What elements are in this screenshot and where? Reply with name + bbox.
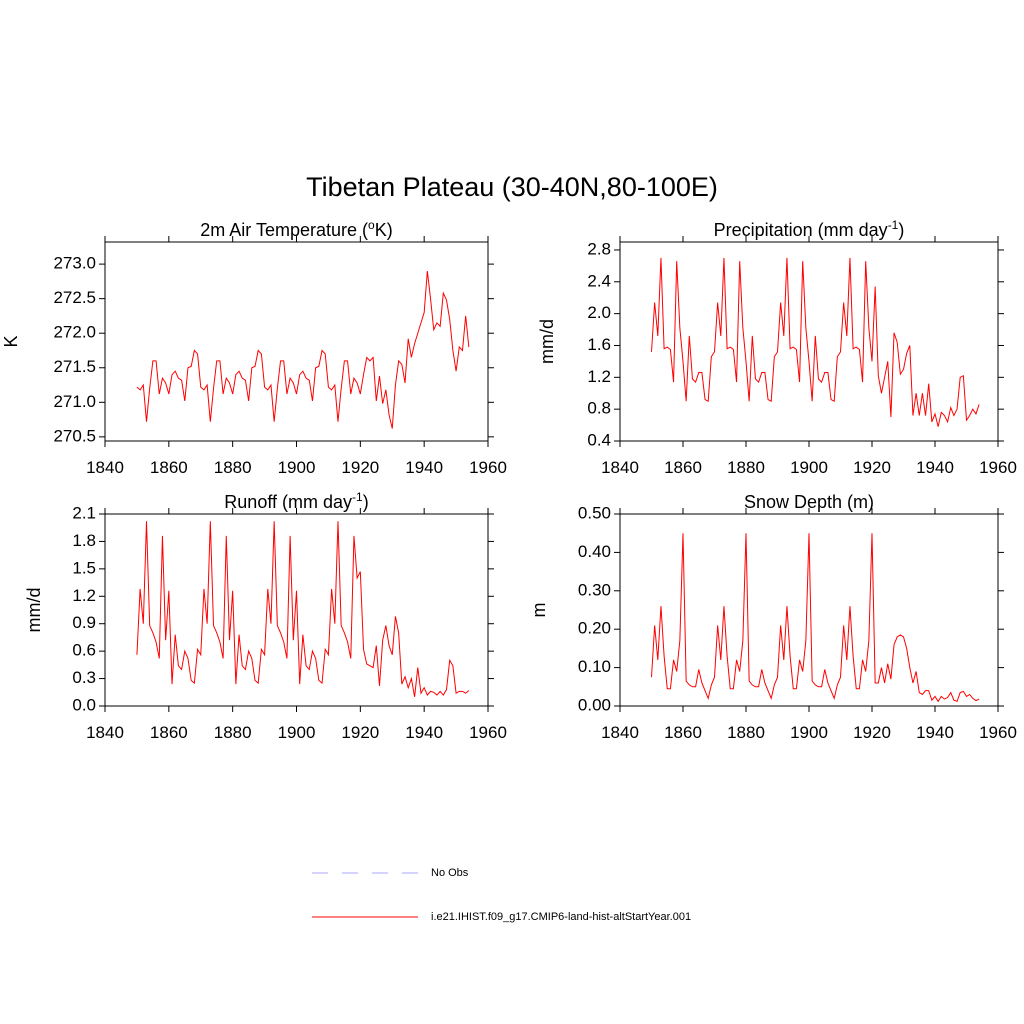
x-tick-label: 1840 bbox=[86, 723, 124, 742]
y-tick-label: 0.40 bbox=[578, 542, 611, 561]
y-tick-label: 0.4 bbox=[587, 430, 611, 449]
x-tick-label: 1900 bbox=[790, 458, 828, 477]
y-axis-label: mm/d bbox=[537, 319, 557, 364]
y-tick-label: 273.0 bbox=[53, 254, 96, 273]
y-tick-label: 0.00 bbox=[578, 695, 611, 714]
panel-title-superscript: -1 bbox=[352, 490, 363, 504]
y-tick-label: 0.3 bbox=[72, 668, 96, 687]
y-axis-label: K bbox=[1, 335, 21, 347]
x-tick-label: 1880 bbox=[727, 723, 765, 742]
x-tick-label: 1940 bbox=[916, 723, 954, 742]
y-tick-label: 2.0 bbox=[587, 303, 611, 322]
y-tick-label: 0.50 bbox=[578, 503, 611, 522]
x-tick-label: 1920 bbox=[853, 458, 891, 477]
y-tick-label: 0.6 bbox=[72, 641, 96, 660]
x-tick-label: 1960 bbox=[979, 723, 1017, 742]
panel-title: 2m Air Temperature (oK) bbox=[200, 218, 392, 240]
x-tick-label: 1960 bbox=[469, 458, 507, 477]
y-tick-label: 2.8 bbox=[587, 239, 611, 258]
y-axis-label: m bbox=[529, 603, 549, 618]
y-tick-label: 271.0 bbox=[53, 392, 96, 411]
panel-title: Snow Depth (m) bbox=[744, 492, 874, 512]
x-tick-label: 1880 bbox=[214, 723, 252, 742]
x-tick-label: 1920 bbox=[853, 723, 891, 742]
x-tick-label: 1840 bbox=[601, 723, 639, 742]
x-tick-label: 1920 bbox=[341, 458, 379, 477]
panel-title-part: ) bbox=[363, 492, 369, 512]
y-tick-label: 1.8 bbox=[72, 531, 96, 550]
panel-title: Precipitation (mm day-1) bbox=[714, 218, 905, 240]
panel-title-part: 2m Air Temperature ( bbox=[200, 220, 368, 240]
x-tick-label: 1900 bbox=[790, 723, 828, 742]
x-tick-label: 1940 bbox=[916, 458, 954, 477]
panel-title-part: ) bbox=[898, 220, 904, 240]
y-tick-label: 272.5 bbox=[53, 288, 96, 307]
x-tick-label: 1860 bbox=[664, 723, 702, 742]
figure-title: Tibetan Plateau (30-40N,80-100E) bbox=[306, 172, 718, 202]
data-line bbox=[651, 533, 980, 703]
panel-title-part: Runoff (mm day bbox=[224, 492, 352, 512]
y-tick-label: 1.2 bbox=[72, 586, 96, 605]
x-tick-label: 1940 bbox=[405, 723, 443, 742]
x-tick-label: 1900 bbox=[278, 723, 316, 742]
legend-label: No Obs bbox=[431, 867, 469, 879]
y-tick-label: 2.4 bbox=[587, 271, 611, 290]
x-tick-label: 1900 bbox=[278, 458, 316, 477]
y-tick-label: 270.5 bbox=[53, 426, 96, 445]
legend-label: i.e21.IHIST.f09_g17.CMIP6-land-hist-altS… bbox=[431, 911, 691, 923]
y-tick-label: 1.2 bbox=[587, 367, 611, 386]
panel-title-superscript: o bbox=[368, 218, 375, 232]
panel-title-superscript: -1 bbox=[888, 218, 899, 232]
y-tick-label: 1.5 bbox=[72, 558, 96, 577]
y-tick-label: 0.20 bbox=[578, 619, 611, 638]
x-tick-label: 1880 bbox=[214, 458, 252, 477]
panel-title-part: Snow Depth (m) bbox=[744, 492, 874, 512]
y-tick-label: 271.5 bbox=[53, 357, 96, 376]
panel-title: Runoff (mm day-1) bbox=[224, 490, 368, 512]
panel-title-part: Precipitation (mm day bbox=[714, 220, 888, 240]
x-tick-label: 1840 bbox=[86, 458, 124, 477]
data-line bbox=[136, 521, 470, 697]
y-tick-label: 1.6 bbox=[587, 335, 611, 354]
y-tick-label: 0.30 bbox=[578, 580, 611, 599]
x-tick-label: 1960 bbox=[979, 458, 1017, 477]
panel-title-part: K) bbox=[375, 220, 393, 240]
x-tick-label: 1860 bbox=[150, 723, 188, 742]
x-tick-label: 1840 bbox=[601, 458, 639, 477]
x-tick-label: 1960 bbox=[469, 723, 507, 742]
x-tick-label: 1860 bbox=[664, 458, 702, 477]
y-tick-label: 0.9 bbox=[72, 613, 96, 632]
y-tick-label: 0.8 bbox=[587, 399, 611, 418]
x-tick-label: 1880 bbox=[727, 458, 765, 477]
x-tick-label: 1940 bbox=[405, 458, 443, 477]
data-line bbox=[136, 270, 470, 429]
y-axis-label: mm/d bbox=[24, 588, 44, 633]
y-tick-label: 272.0 bbox=[53, 323, 96, 342]
x-tick-label: 1860 bbox=[150, 458, 188, 477]
y-tick-label: 0.0 bbox=[72, 695, 96, 714]
data-line bbox=[651, 257, 980, 427]
y-tick-label: 0.10 bbox=[578, 657, 611, 676]
y-tick-label: 2.1 bbox=[72, 503, 96, 522]
x-tick-label: 1920 bbox=[341, 723, 379, 742]
